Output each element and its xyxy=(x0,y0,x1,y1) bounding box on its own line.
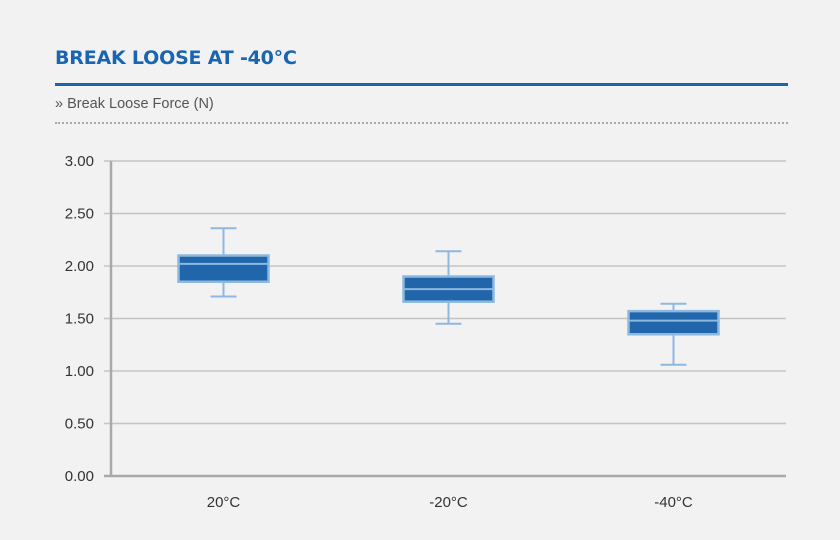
x-tick-label: -20°C xyxy=(429,494,468,511)
tick-labels: 0.00 0.50 1.00 1.50 2.00 2.50 3.00 20°C -20°C -40… xyxy=(65,153,693,511)
y-tick-label: 1.00 xyxy=(65,363,94,380)
box-2 xyxy=(627,302,720,366)
box-1 xyxy=(402,250,495,325)
y-tick-label: 0.00 xyxy=(65,468,94,485)
x-tick-label: -40°C xyxy=(654,494,693,511)
axes xyxy=(104,161,786,478)
x-tick-label: 20°C xyxy=(207,494,241,511)
iqr-box xyxy=(627,309,720,336)
y-tick-label: 3.00 xyxy=(65,153,94,170)
boxes xyxy=(177,227,720,366)
title-underline xyxy=(55,83,788,86)
chart-title: BREAK LOOSE AT -40°C xyxy=(55,47,297,69)
iqr-box xyxy=(177,254,270,283)
box-0 xyxy=(177,227,270,298)
y-tick-label: 2.50 xyxy=(65,206,94,223)
y-tick-label: 0.50 xyxy=(65,416,94,433)
y-tick-label: 2.00 xyxy=(65,258,94,275)
dotted-divider xyxy=(55,122,788,124)
chart-subtitle: » Break Loose Force (N) xyxy=(55,96,214,112)
y-tick-label: 1.50 xyxy=(65,311,94,328)
grid-lines xyxy=(104,160,786,425)
